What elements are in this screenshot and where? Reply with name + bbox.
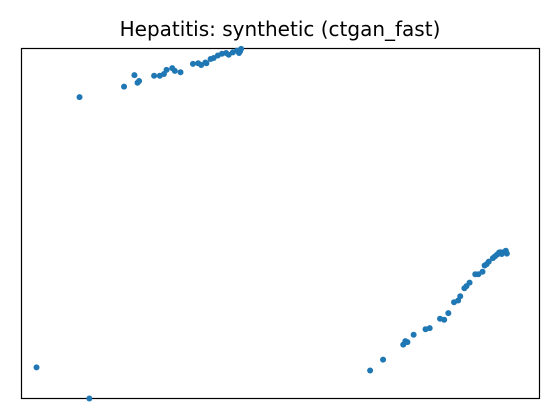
data-points [33,45,510,402]
data-point [136,78,143,85]
data-point [151,72,158,79]
data-point [131,72,138,79]
data-point [238,45,245,52]
data-point [203,60,210,67]
data-point [466,279,473,286]
data-point [479,268,486,275]
data-point [33,364,40,371]
data-point [445,310,452,317]
data-point [457,293,464,300]
plot-area-frame [20,47,541,400]
data-point [485,258,492,265]
data-point [177,69,184,76]
data-point [76,94,83,101]
data-point [410,331,417,338]
data-point [404,339,411,346]
data-point [367,367,374,374]
data-point [189,60,196,67]
data-point [503,250,510,257]
data-point [426,325,433,332]
data-point [121,83,128,90]
data-point [441,316,448,323]
data-point [163,66,170,73]
data-point [171,67,178,74]
chart-title: Hepatitis: synthetic (ctgan_fast) [119,17,441,41]
data-point [86,395,93,402]
data-point [380,356,387,363]
